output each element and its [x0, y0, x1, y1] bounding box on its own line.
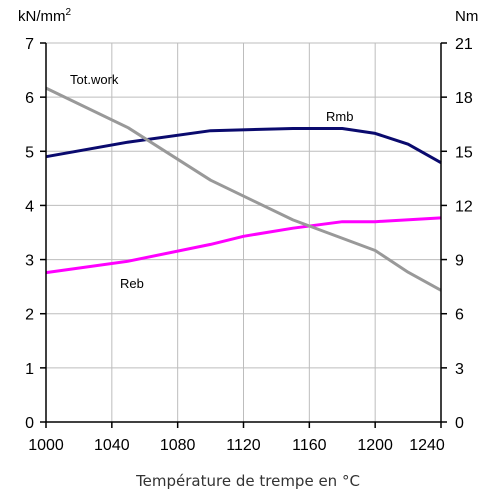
- right-axis-tick-label: 9: [455, 253, 464, 270]
- left-axis-tick-label: 3: [25, 253, 34, 270]
- right-axis-tick-label: 6: [455, 307, 464, 324]
- x-axis-title: Température de trempe en °C: [135, 472, 360, 490]
- series-label-tot-work: Tot.work: [70, 72, 119, 87]
- right-axis-tick-label: 21: [455, 36, 473, 53]
- left-axis-tick-label: 7: [25, 36, 34, 53]
- right-axis-tick-label: 15: [455, 144, 473, 161]
- series-line-tot-work: [45, 86, 442, 292]
- left-axis-tick-label: 6: [25, 90, 34, 107]
- x-axis-tick-label: 1160: [292, 437, 327, 454]
- series-label-reb: Reb: [120, 276, 144, 291]
- right-axis-tick-label: 0: [455, 415, 464, 432]
- series-line-rmb: [45, 127, 442, 165]
- gridlines: [46, 42, 441, 422]
- left-axis-tick-label: 0: [25, 415, 34, 432]
- x-axis-tick-label: 1040: [94, 437, 130, 454]
- series-label-rmb: Rmb: [326, 109, 353, 124]
- x-axis-tick-label: 1000: [28, 437, 64, 454]
- axes: [40, 42, 447, 428]
- x-axis-tick-label: 1120: [226, 437, 261, 454]
- left-axis-tick-label: 2: [25, 307, 34, 324]
- left-axis-tick-label: 4: [25, 198, 34, 215]
- x-axis-tick-label: 1200: [357, 437, 393, 454]
- right-axis-tick-label: 12: [455, 198, 473, 215]
- x-axis-tick-label: 1240: [409, 437, 445, 454]
- series-line-reb: [45, 216, 442, 275]
- right-axis-tick-label: 18: [455, 90, 473, 107]
- left-axis-tick-label: 5: [25, 144, 34, 161]
- left-axis-unit-label: kN/mm2: [18, 7, 72, 25]
- right-axis-unit-label: Nm: [455, 8, 478, 25]
- x-axis-tick-label: 1080: [160, 437, 196, 454]
- right-axis-tick-label: 3: [455, 361, 464, 378]
- left-axis-tick-label: 1: [25, 361, 34, 378]
- series-lines: [45, 86, 442, 292]
